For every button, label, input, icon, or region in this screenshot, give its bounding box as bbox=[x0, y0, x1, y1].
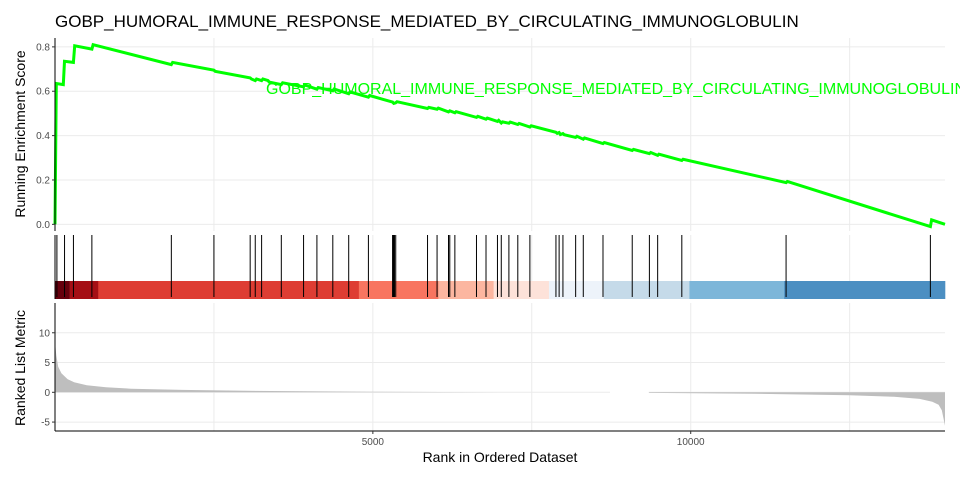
es-y-tick-label: 0.4 bbox=[36, 131, 50, 142]
color-bar-segment bbox=[358, 281, 439, 299]
x-axis: 5000 10000 bbox=[55, 430, 945, 448]
ranked-y-tick-label: 10 bbox=[39, 328, 51, 339]
ranked-metric-fill bbox=[55, 341, 945, 426]
es-y-axis: 0.0 0.2 0.4 0.6 0.8 bbox=[36, 38, 56, 231]
ranked-metric-gap bbox=[609, 390, 649, 395]
color-bar-segment bbox=[98, 281, 360, 299]
ranked-y-tick-label: 5 bbox=[44, 358, 50, 369]
color-bar-segment bbox=[438, 281, 494, 299]
es-y-tick-label: 0.0 bbox=[36, 220, 50, 231]
rank-color-bar bbox=[55, 281, 946, 299]
ranked-y-axis-title: Ranked List Metric bbox=[12, 310, 28, 426]
ranked-gridlines bbox=[55, 303, 945, 431]
es-series-label: GOBP_HUMORAL_IMMUNE_RESPONSE_MEDIATED_BY… bbox=[266, 81, 960, 98]
es-panel: GOBP_HUMORAL_IMMUNE_RESPONSE_MEDIATED_BY… bbox=[12, 38, 960, 231]
color-bar-segment bbox=[493, 281, 550, 299]
color-bar-segment bbox=[784, 281, 946, 299]
color-bar-segment bbox=[603, 281, 690, 299]
ranked-metric-area bbox=[55, 341, 945, 426]
gene-hit-marks bbox=[56, 235, 931, 297]
es-series-line bbox=[53, 42, 946, 229]
color-bar-segment bbox=[689, 281, 785, 299]
plot-title: GOBP_HUMORAL_IMMUNE_RESPONSE_MEDIATED_BY… bbox=[55, 12, 799, 31]
ranked-y-tick-label: -5 bbox=[41, 418, 50, 429]
x-tick-label: 10000 bbox=[677, 437, 705, 448]
ranked-panel: -5 0 5 10 Ranked List Metric 5000 10000 Rank… bbox=[12, 303, 945, 465]
es-y-tick-label: 0.2 bbox=[36, 175, 50, 186]
hits-panel bbox=[54, 235, 946, 299]
es-y-axis-title: Running Enrichment Score bbox=[12, 50, 28, 218]
ranked-y-tick-label: 0 bbox=[44, 388, 50, 399]
es-curve bbox=[53, 42, 946, 229]
x-tick-label: 5000 bbox=[362, 437, 385, 448]
es-gridlines bbox=[55, 38, 945, 231]
color-bar-segment bbox=[55, 281, 70, 299]
es-y-tick-label: 0.8 bbox=[36, 42, 50, 53]
es-y-tick-label: 0.6 bbox=[36, 87, 50, 98]
x-axis-title: Rank in Ordered Dataset bbox=[423, 449, 578, 465]
color-bar-segment bbox=[548, 281, 604, 299]
color-bar-segment bbox=[69, 281, 99, 299]
ranked-y-axis: -5 0 5 10 bbox=[39, 303, 56, 431]
